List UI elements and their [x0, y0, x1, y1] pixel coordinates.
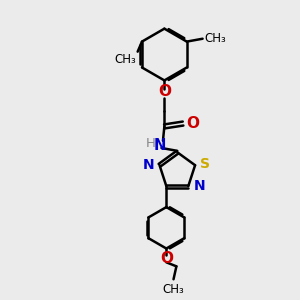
- Text: N: N: [143, 158, 154, 172]
- Text: N: N: [194, 179, 205, 193]
- Text: CH₃: CH₃: [204, 32, 226, 45]
- Text: O: O: [186, 116, 199, 131]
- Text: S: S: [200, 157, 210, 171]
- Text: H: H: [146, 137, 156, 150]
- Text: O: O: [160, 251, 173, 266]
- Text: CH₃: CH₃: [163, 283, 184, 296]
- Text: N: N: [154, 138, 166, 153]
- Text: CH₃: CH₃: [115, 53, 136, 66]
- Text: O: O: [158, 84, 171, 99]
